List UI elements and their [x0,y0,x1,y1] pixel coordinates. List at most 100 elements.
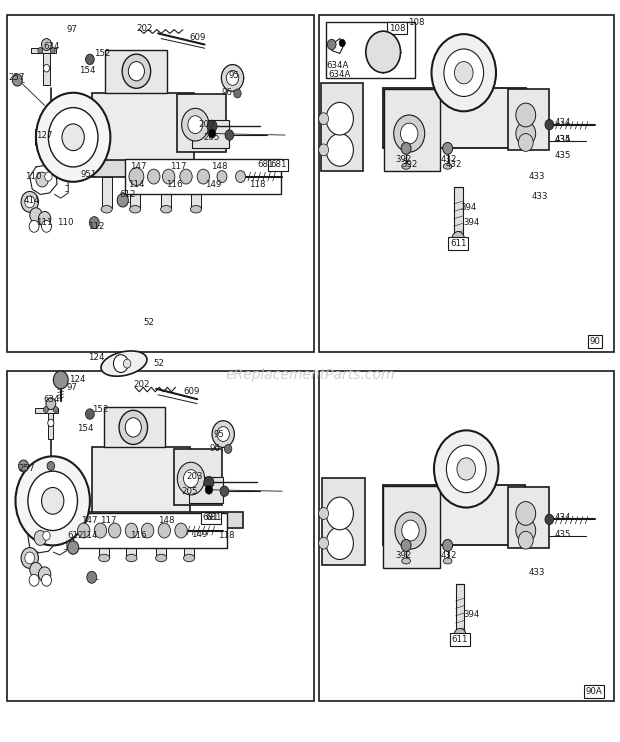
Bar [383,485,525,545]
Circle shape [545,119,554,130]
Circle shape [78,523,90,538]
Text: 203: 203 [186,472,203,481]
Circle shape [444,49,484,96]
Circle shape [89,217,99,229]
Bar [105,50,167,93]
Text: 609: 609 [183,387,199,396]
Circle shape [319,144,329,156]
Circle shape [454,62,473,84]
Text: 432: 432 [440,551,457,559]
Circle shape [220,486,229,496]
Bar [184,528,194,556]
Text: 634: 634 [43,395,60,404]
Circle shape [122,54,151,88]
Bar [156,528,166,556]
Circle shape [204,476,214,488]
Circle shape [518,134,533,151]
Circle shape [319,113,329,125]
Circle shape [128,62,144,81]
Circle shape [113,355,128,372]
Circle shape [327,39,336,50]
Circle shape [326,497,353,530]
Circle shape [224,444,232,453]
Bar [174,449,222,505]
Bar [508,487,549,548]
Ellipse shape [190,206,202,213]
Circle shape [62,124,84,151]
Text: 147: 147 [130,162,147,171]
Text: 392: 392 [396,551,412,559]
Circle shape [38,211,51,226]
Bar [192,120,229,148]
Circle shape [47,111,55,119]
Circle shape [234,89,241,98]
Text: 116: 116 [166,180,183,188]
Ellipse shape [101,351,147,376]
Bar [454,187,463,237]
Circle shape [42,574,51,586]
Text: 152: 152 [94,49,111,58]
Circle shape [34,531,46,545]
Text: 414: 414 [24,196,40,205]
Bar [87,512,243,528]
Text: 634: 634 [43,42,60,50]
Text: 612: 612 [119,190,136,199]
Bar [126,528,136,556]
Ellipse shape [126,554,137,562]
Bar [508,89,549,150]
Circle shape [50,47,55,53]
Bar [161,177,171,208]
Circle shape [43,65,50,72]
Circle shape [94,523,107,538]
Text: 95: 95 [214,430,225,439]
Circle shape [48,419,54,427]
Circle shape [339,39,345,47]
Circle shape [36,172,48,187]
Text: 609: 609 [189,33,205,42]
Circle shape [394,115,425,152]
Text: 681: 681 [257,160,274,169]
Circle shape [326,134,353,166]
Text: 205: 205 [203,133,220,142]
Ellipse shape [161,206,172,213]
Circle shape [158,523,170,538]
Circle shape [42,39,51,50]
Ellipse shape [184,554,195,562]
Text: 152: 152 [92,405,108,414]
Text: 434: 434 [555,513,572,522]
Circle shape [148,169,160,184]
Bar [326,22,415,78]
Text: 432: 432 [440,155,457,164]
Text: 96: 96 [222,88,233,97]
Text: 149: 149 [191,530,207,539]
Bar [456,584,464,634]
Circle shape [432,34,496,111]
Bar [191,177,201,208]
Circle shape [21,548,38,568]
Text: 394: 394 [464,610,480,619]
Bar [104,407,165,447]
Text: 90: 90 [590,337,601,346]
Ellipse shape [402,163,410,169]
Circle shape [48,108,98,167]
Text: 433: 433 [532,192,549,201]
Circle shape [45,172,52,181]
Circle shape [162,169,175,184]
Circle shape [180,169,192,184]
Text: 394: 394 [460,203,476,212]
Text: 434: 434 [555,135,572,144]
Text: 394: 394 [464,218,480,227]
Text: 116: 116 [130,531,147,540]
Bar [322,478,365,565]
Circle shape [402,520,419,541]
Circle shape [454,628,466,643]
Circle shape [28,471,78,531]
Text: 97: 97 [67,383,78,392]
Polygon shape [43,53,50,85]
Text: 951: 951 [81,170,97,179]
Circle shape [36,93,110,182]
Text: 108: 108 [408,18,425,27]
Circle shape [123,359,131,368]
Circle shape [25,196,35,208]
Bar [99,528,109,556]
